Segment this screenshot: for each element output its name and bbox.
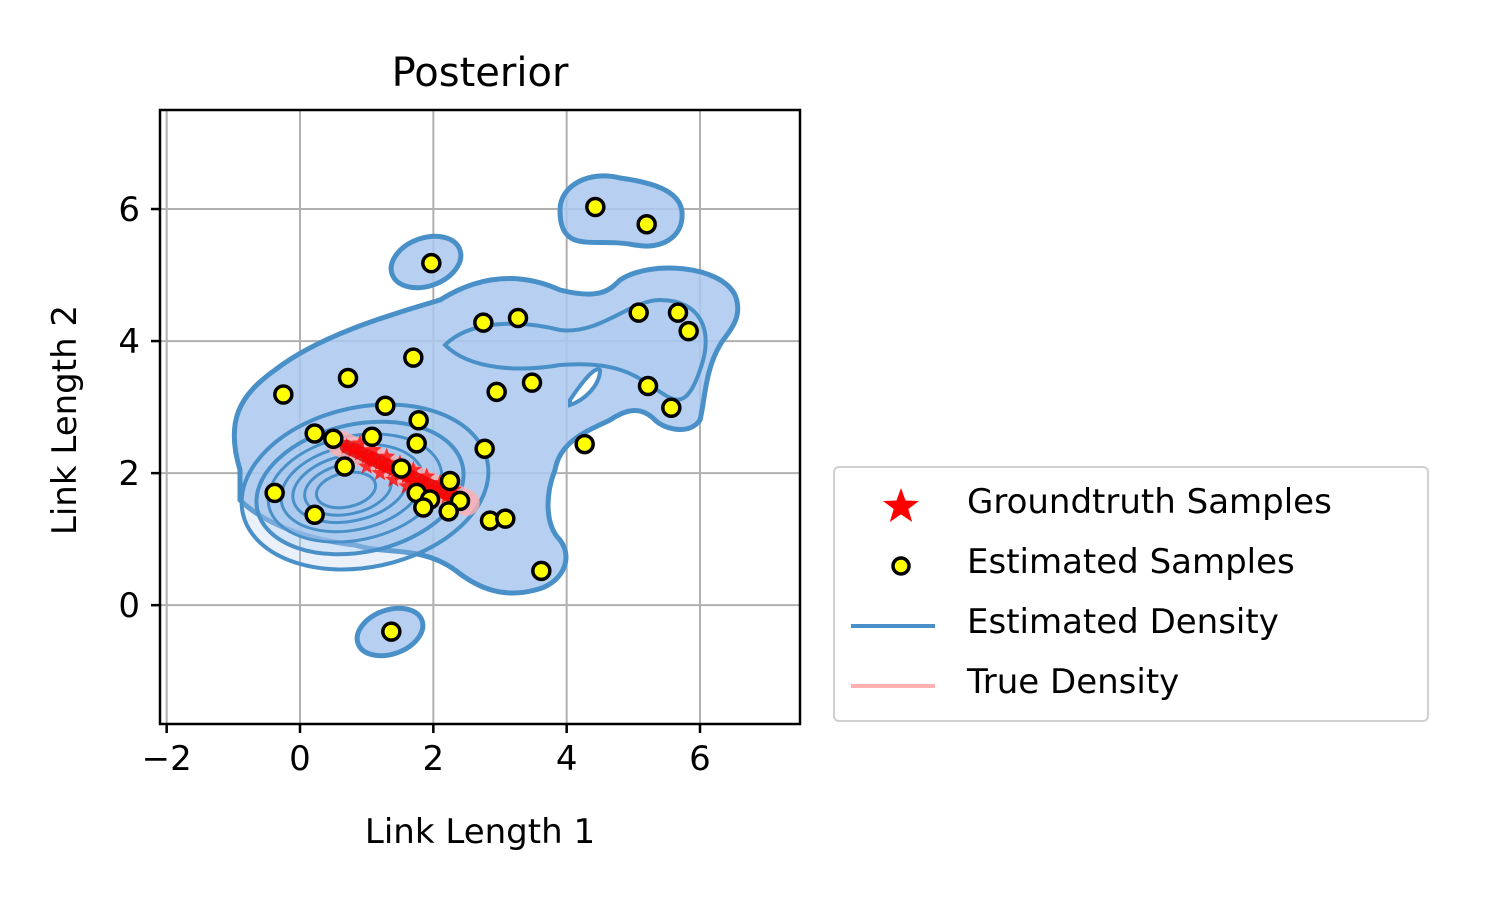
groundtruth-star-point bbox=[351, 444, 369, 461]
estimated-sample-point bbox=[574, 433, 595, 455]
x-tick-label: 6 bbox=[689, 739, 711, 779]
estimated-sample-point bbox=[495, 508, 516, 529]
density-contour-hole bbox=[568, 367, 603, 408]
estimated-sample-point bbox=[521, 372, 543, 393]
groundtruth-star-point bbox=[431, 483, 449, 501]
axes-frame bbox=[158, 108, 802, 726]
groundtruth-star-point bbox=[371, 464, 389, 481]
estimated-sample-point bbox=[264, 482, 285, 504]
legend-item-groundtruth: Groundtruth Samples bbox=[835, 476, 1427, 532]
estimated-sample-point bbox=[486, 381, 507, 403]
groundtruth-star-point bbox=[398, 477, 416, 494]
groundtruth-star-point bbox=[358, 447, 376, 464]
red-star-icon bbox=[883, 488, 919, 522]
estimated-sample-point bbox=[661, 397, 682, 419]
chart-title: Posterior bbox=[392, 50, 569, 96]
groundtruth-star-point bbox=[411, 474, 429, 491]
estimated-sample-point bbox=[439, 470, 461, 492]
estimated-sample-point bbox=[375, 395, 396, 417]
groundtruth-star-point bbox=[344, 441, 362, 458]
yellow-circle-icon bbox=[891, 556, 911, 576]
y-tick-label: 4 bbox=[118, 322, 140, 362]
legend-item-true-density: True Density bbox=[835, 656, 1427, 712]
groundtruth-star-point bbox=[404, 470, 422, 487]
estimated-sample-point bbox=[304, 423, 325, 444]
legend-label-groundtruth: Groundtruth Samples bbox=[967, 482, 1332, 522]
groundtruth-star-point bbox=[438, 487, 456, 504]
x-axis-label: Link Length 1 bbox=[365, 812, 595, 852]
estimated-sample-point bbox=[531, 560, 552, 582]
blue-line-icon bbox=[851, 624, 935, 628]
estimated-sample-point bbox=[273, 384, 294, 405]
estimated-sample-point bbox=[337, 367, 359, 389]
estimated-sample-point bbox=[585, 196, 606, 218]
estimated-sample-point bbox=[406, 433, 427, 454]
groundtruth-star-point bbox=[364, 441, 382, 458]
legend-label-estimated-density: Estimated Density bbox=[967, 602, 1279, 642]
pink-line-icon bbox=[851, 684, 935, 688]
estimated-sample-point bbox=[323, 428, 344, 450]
estimated-sample-point bbox=[334, 456, 355, 477]
estimated-sample-point bbox=[473, 312, 494, 333]
estimated-sample-point bbox=[381, 621, 402, 642]
estimated-sample-point bbox=[637, 375, 659, 397]
groundtruth-star-point bbox=[378, 447, 396, 464]
estimated-sample-point bbox=[408, 410, 429, 431]
legend-label-estimated-samples: Estimated Samples bbox=[967, 542, 1295, 582]
groundtruth-star-point bbox=[418, 477, 436, 494]
estimated-sample-point bbox=[413, 497, 434, 518]
legend-item-estimated-density: Estimated Density bbox=[835, 596, 1427, 652]
estimated-sample-point bbox=[636, 213, 657, 235]
groundtruth-star-point bbox=[378, 457, 396, 474]
legend-label-true-density: True Density bbox=[967, 662, 1180, 702]
plot-area: −2 0 2 4 6 0 2 4 6 bbox=[118, 108, 802, 779]
groundtruth-star-point bbox=[338, 437, 356, 454]
y-tick-label: 6 bbox=[118, 190, 140, 230]
estimated-sample-point bbox=[421, 252, 442, 274]
estimated-sample-point bbox=[667, 302, 689, 323]
x-tick-label: 4 bbox=[556, 739, 578, 779]
x-tick-label: −2 bbox=[142, 739, 192, 779]
x-tick-label: 2 bbox=[423, 739, 445, 779]
y-tick-label: 2 bbox=[118, 454, 140, 494]
estimated-sample-point bbox=[391, 458, 412, 479]
estimated-density-contours bbox=[231, 173, 741, 659]
legend: Groundtruth Samples Estimated Samples Es… bbox=[833, 466, 1429, 722]
groundtruth-star-point bbox=[384, 470, 402, 487]
estimated-sample-point bbox=[361, 426, 383, 448]
density-contour-blob bbox=[557, 173, 685, 249]
y-tick-label: 0 bbox=[118, 586, 140, 626]
estimated-sample-point bbox=[403, 347, 424, 368]
estimated-sample-point bbox=[438, 501, 459, 522]
groundtruth-star-point bbox=[418, 467, 436, 484]
estimated-sample-point bbox=[628, 302, 649, 323]
groundtruth-star-point bbox=[358, 457, 376, 474]
groundtruth-star-point bbox=[351, 434, 369, 451]
density-contour-inner bbox=[442, 297, 708, 402]
estimated-sample-point bbox=[678, 320, 699, 342]
groundtruth-star-point bbox=[404, 460, 422, 478]
groundtruth-star-point bbox=[364, 450, 382, 468]
y-axis-label: Link Length 2 bbox=[45, 305, 85, 535]
legend-item-estimated-samples: Estimated Samples bbox=[835, 536, 1427, 592]
x-tick-label: 0 bbox=[289, 739, 311, 779]
groundtruth-star-point bbox=[371, 454, 389, 471]
estimated-sample-point bbox=[304, 504, 325, 525]
estimated-sample-point bbox=[474, 438, 495, 459]
groundtruth-star-point bbox=[424, 480, 442, 497]
estimated-sample-point bbox=[507, 307, 529, 329]
